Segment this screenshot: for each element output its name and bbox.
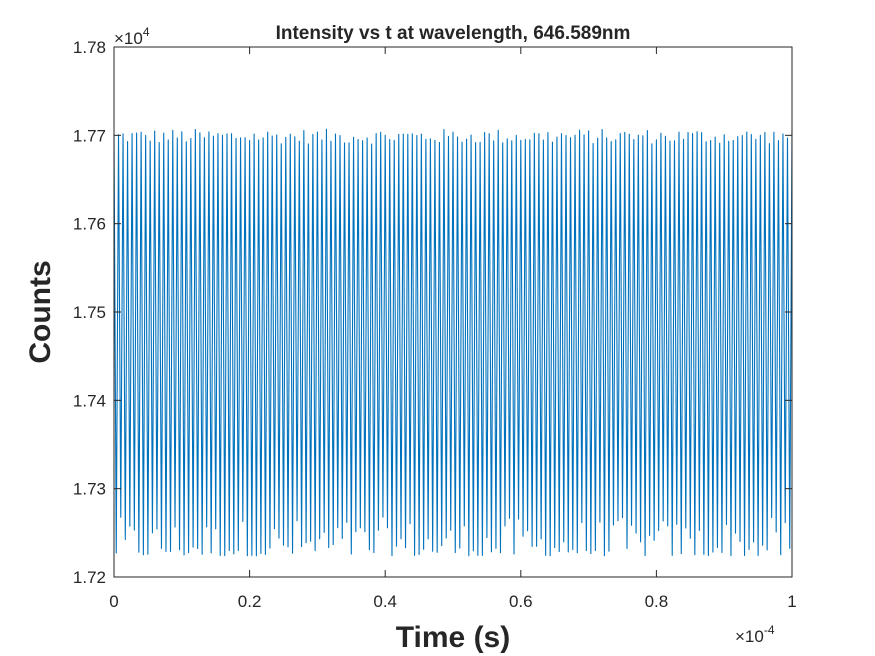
x-axis-multiplier: ×10-4 [735,623,775,646]
x-axis-label: Time (s) [396,621,510,654]
y-axis-label: Counts [24,260,57,363]
y-tick-label: 1.72 [73,568,106,587]
y-tick-label: 1.74 [73,391,106,410]
y-tick-label: 1.75 [73,303,106,322]
series-line [113,128,793,557]
series-layer [113,128,793,557]
y-tick-label: 1.73 [73,480,106,499]
y-tick-label: 1.78 [73,38,106,57]
x-tick-label: 1 [787,592,796,611]
x-multiplier-exponent: -4 [764,623,775,637]
x-tick-label: 0.8 [645,592,669,611]
x-tick-label: 0.6 [509,592,533,611]
svg-text:×10-4: ×10-4 [735,623,775,646]
y-tick-label: 1.77 [73,126,106,145]
y-multiplier-exponent: 4 [143,25,150,39]
x-tick-label: 0.2 [238,592,262,611]
x-tick-label: 0 [109,592,118,611]
y-multiplier-base: ×10 [114,29,143,48]
y-axis-ticks: 1.72 1.73 1.74 1.75 1.76 1.77 1.78 [73,38,792,587]
x-tick-label: 0.4 [373,592,397,611]
plot-area: 0 0.2 0.4 0.6 0.8 1 1.721.731.741.751.761.771… [73,38,797,611]
x-multiplier-base: ×10 [735,627,764,646]
svg-text:×104: ×104 [114,25,150,48]
chart-title: Intensity vs t at wavelength, 646.589nm [276,23,631,44]
y-tick-label: 1.76 [73,215,106,234]
y-axis-multiplier: ×104 [114,25,150,48]
x-axis-ticks: 0 0.2 0.4 0.6 0.8 1 [109,47,797,611]
